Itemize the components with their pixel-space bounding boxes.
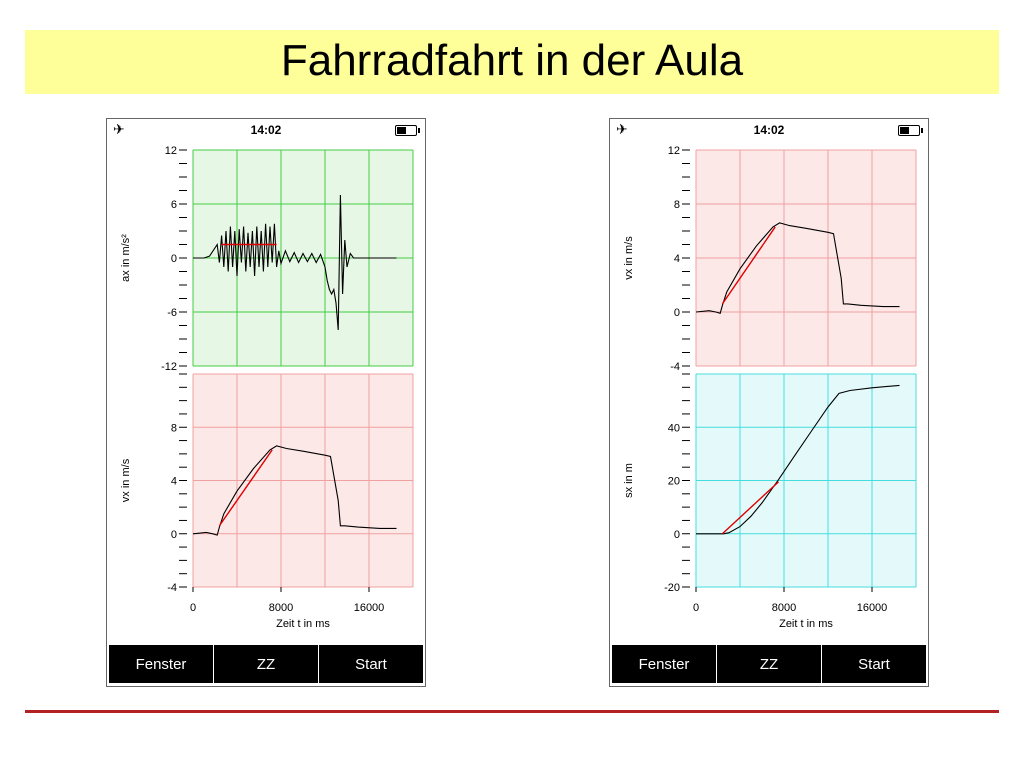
airplane-icon: ✈	[616, 121, 628, 137]
y-tick-label: 0	[674, 529, 680, 541]
y-axis-label: vx in m/s	[623, 236, 635, 280]
x-axis-label: Zeit t in ms	[276, 618, 330, 630]
fit-line	[218, 449, 273, 527]
bottom-rule	[25, 710, 999, 713]
x-tick-label: 8000	[772, 602, 796, 614]
panel-right-bottom: 40 20 0 -20 sx in m	[623, 373, 917, 594]
fenster-button[interactable]: Fenster	[638, 655, 690, 673]
series-line	[193, 194, 397, 331]
plot-area-left: 12 6 0 -6 -12 ax in m/s² 8 4 0 -4 vx in m/s 0 8000 16…	[120, 145, 414, 630]
y-tick-label: 6	[171, 199, 177, 211]
button-bar: Fenster ZZ Start	[109, 645, 423, 683]
y-tick-label: 4	[171, 476, 177, 488]
y-axis-label: ax in m/s²	[120, 234, 132, 282]
y-tick-label: 20	[668, 476, 680, 488]
fit-line	[721, 481, 779, 535]
y-tick-label: 4	[674, 253, 680, 265]
x-axis-label: Zeit t in ms	[779, 618, 833, 630]
y-tick-label: 8	[171, 422, 177, 434]
fit-line	[721, 226, 776, 305]
x-tick-label: 16000	[857, 602, 888, 614]
zz-button[interactable]: ZZ	[213, 645, 318, 683]
panel-left-bottom: 8 4 0 -4 vx in m/s	[120, 373, 414, 594]
title-band: Fahrradfahrt in der Aula	[25, 30, 999, 94]
series-line	[696, 384, 900, 535]
x-tick-label: 0	[190, 602, 196, 614]
y-tick-label: -20	[664, 582, 680, 594]
status-bar: ✈ 14:02	[107, 119, 425, 141]
y-tick-label: 0	[171, 253, 177, 265]
y-tick-label: -12	[161, 361, 177, 373]
series-line	[696, 222, 900, 314]
series-line	[193, 445, 397, 536]
start-button[interactable]: Start	[821, 645, 926, 683]
y-tick-label: -6	[167, 307, 177, 319]
status-time: 14:02	[250, 123, 282, 137]
x-tick-label: 8000	[269, 602, 293, 614]
y-tick-label: 40	[668, 422, 680, 434]
button-bar: Fenster ZZ Start	[612, 645, 926, 683]
fenster-button[interactable]: Fenster	[135, 655, 187, 673]
airplane-icon: ✈	[113, 121, 125, 137]
y-tick-label: 0	[674, 307, 680, 319]
y-tick-label: 8	[674, 199, 680, 211]
status-bar: ✈ 14:02	[610, 119, 928, 141]
status-time: 14:02	[753, 123, 785, 137]
y-tick-label: 0	[171, 529, 177, 541]
y-tick-label: -4	[670, 361, 680, 373]
phone-screenshot-left: ✈ 14:02 12 6 0 -6 -12 ax in m/s² 8 4 0 -4 vx in m/…	[106, 118, 426, 687]
y-axis-label: vx in m/s	[120, 458, 132, 502]
y-tick-label: -4	[167, 582, 177, 594]
page-title: Fahrradfahrt in der Aula	[280, 36, 744, 85]
y-tick-label: 12	[165, 145, 177, 157]
x-tick-label: 16000	[354, 602, 385, 614]
start-button[interactable]: Start	[318, 645, 423, 683]
battery-icon	[395, 125, 420, 136]
battery-icon	[898, 125, 923, 136]
panel-left-top: 12 6 0 -6 -12 ax in m/s²	[120, 145, 414, 373]
zz-button[interactable]: ZZ	[716, 645, 821, 683]
y-axis-label: sx in m	[623, 463, 635, 498]
y-tick-label: 12	[668, 145, 680, 157]
x-tick-label: 0	[693, 602, 699, 614]
panel-right-top: 12 8 4 0 -4 vx in m/s	[623, 145, 917, 373]
